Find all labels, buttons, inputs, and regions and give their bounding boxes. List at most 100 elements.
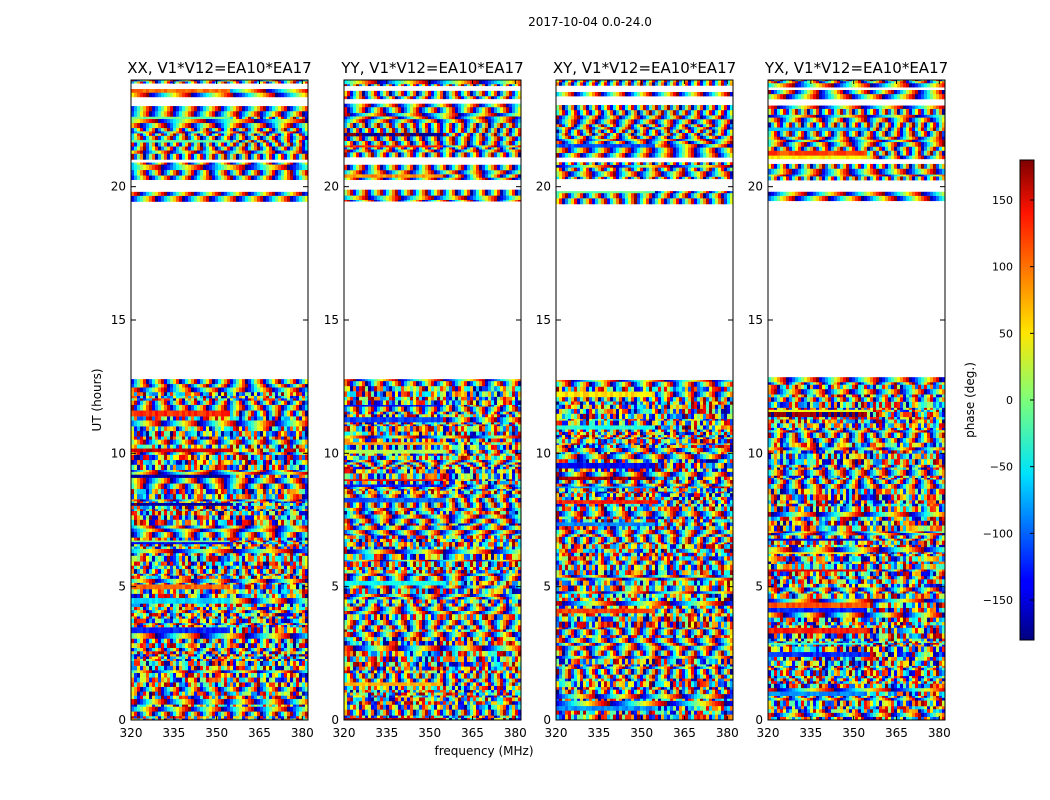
phase-cell bbox=[143, 686, 147, 692]
phase-cell bbox=[230, 404, 234, 411]
phase-cell bbox=[134, 565, 138, 570]
phase-cell bbox=[233, 430, 237, 437]
phase-cell bbox=[191, 420, 195, 427]
phase-cell bbox=[224, 444, 228, 449]
phase-cell bbox=[254, 624, 258, 628]
phase-cell bbox=[140, 400, 144, 405]
phase-cell bbox=[251, 448, 255, 453]
phase-cell bbox=[146, 436, 150, 440]
phase-cell bbox=[134, 682, 138, 687]
phase-cell bbox=[248, 543, 252, 547]
phase-cell bbox=[281, 483, 285, 490]
phase-cell bbox=[284, 454, 288, 461]
phase-cell bbox=[293, 541, 297, 545]
phase-cell bbox=[131, 420, 135, 427]
phase-cell bbox=[248, 622, 252, 625]
phase-cell bbox=[197, 651, 201, 655]
phase-cell bbox=[215, 501, 219, 503]
phase-cell bbox=[257, 410, 261, 417]
phase-cell bbox=[221, 606, 225, 611]
phase-cell bbox=[164, 509, 168, 511]
phase-cell bbox=[188, 439, 192, 445]
phase-cell bbox=[152, 711, 156, 717]
phase-cell bbox=[137, 642, 141, 648]
phase-cell bbox=[248, 552, 252, 556]
phase-cell bbox=[164, 439, 168, 445]
phase-cell bbox=[284, 561, 288, 566]
phase-cell bbox=[299, 618, 303, 624]
phase-cell bbox=[215, 616, 219, 619]
phase-cell bbox=[179, 691, 183, 696]
phase-cell bbox=[242, 488, 246, 495]
phase-cell bbox=[305, 537, 308, 541]
phase-cell bbox=[227, 552, 231, 556]
phase-cell bbox=[206, 704, 210, 707]
phase-cell bbox=[170, 501, 174, 503]
phase-cell bbox=[260, 665, 264, 671]
phase-cell bbox=[284, 691, 288, 696]
phase-cell bbox=[197, 398, 201, 401]
phase-cell bbox=[179, 400, 183, 405]
phase-cell bbox=[185, 589, 189, 594]
phase-cell bbox=[293, 582, 297, 585]
phase-cell bbox=[254, 555, 258, 562]
phase-cell bbox=[209, 548, 213, 554]
phase-cell bbox=[158, 718, 162, 720]
phase-cell bbox=[263, 483, 267, 490]
phase-cell bbox=[146, 459, 150, 465]
phase-cell bbox=[161, 582, 165, 585]
phase-cell bbox=[242, 670, 246, 673]
phase-cell bbox=[215, 589, 219, 594]
phase-cell bbox=[158, 502, 162, 506]
phase-cell bbox=[179, 416, 183, 421]
phase-cell bbox=[188, 606, 192, 611]
phase-cell bbox=[263, 660, 267, 666]
phase-cell bbox=[194, 651, 198, 655]
phase-cell bbox=[230, 658, 234, 661]
phase-cell bbox=[131, 670, 135, 673]
phase-cell bbox=[278, 454, 282, 461]
phase-cell bbox=[140, 543, 144, 547]
phase-cell bbox=[257, 464, 261, 471]
phase-cell bbox=[188, 420, 192, 427]
phase-cell bbox=[224, 430, 228, 437]
phase-cell bbox=[263, 603, 267, 607]
phase-cell bbox=[242, 548, 246, 554]
phase-cell bbox=[221, 672, 225, 678]
phase-cell bbox=[236, 665, 240, 671]
phase-cell bbox=[182, 501, 186, 503]
phase-cell bbox=[284, 647, 288, 652]
phase-cell bbox=[200, 400, 204, 405]
phase-cell bbox=[161, 469, 165, 472]
phase-cell bbox=[281, 606, 285, 611]
phase-cell bbox=[218, 451, 222, 455]
phase-cell bbox=[140, 505, 144, 510]
phase-cell bbox=[137, 622, 141, 625]
phase-cell bbox=[275, 546, 279, 549]
phase-cell bbox=[242, 584, 246, 590]
phase-cell bbox=[293, 469, 297, 472]
phase-cell bbox=[254, 573, 258, 576]
phase-cell bbox=[290, 622, 294, 625]
phase-cell bbox=[152, 531, 156, 538]
phase-cell bbox=[155, 531, 159, 538]
phase-cell bbox=[182, 686, 186, 692]
phase-cell bbox=[245, 537, 249, 541]
phase-cell bbox=[215, 706, 219, 712]
phase-cell bbox=[152, 632, 156, 639]
phase-cell bbox=[134, 695, 138, 700]
phase-cell bbox=[260, 603, 264, 607]
phase-cell bbox=[191, 531, 195, 538]
phase-cell bbox=[248, 510, 252, 516]
phase-cell bbox=[284, 584, 288, 590]
phase-cell bbox=[242, 543, 246, 547]
phase-cell bbox=[140, 606, 144, 611]
phase-cell bbox=[212, 509, 216, 511]
phase-cell bbox=[215, 436, 219, 440]
phase-cell bbox=[254, 471, 258, 475]
phase-cell bbox=[287, 426, 291, 432]
phase-cell bbox=[242, 552, 246, 556]
phase-cell bbox=[257, 469, 261, 472]
phase-cell bbox=[164, 582, 168, 585]
phase-cell bbox=[290, 670, 294, 673]
